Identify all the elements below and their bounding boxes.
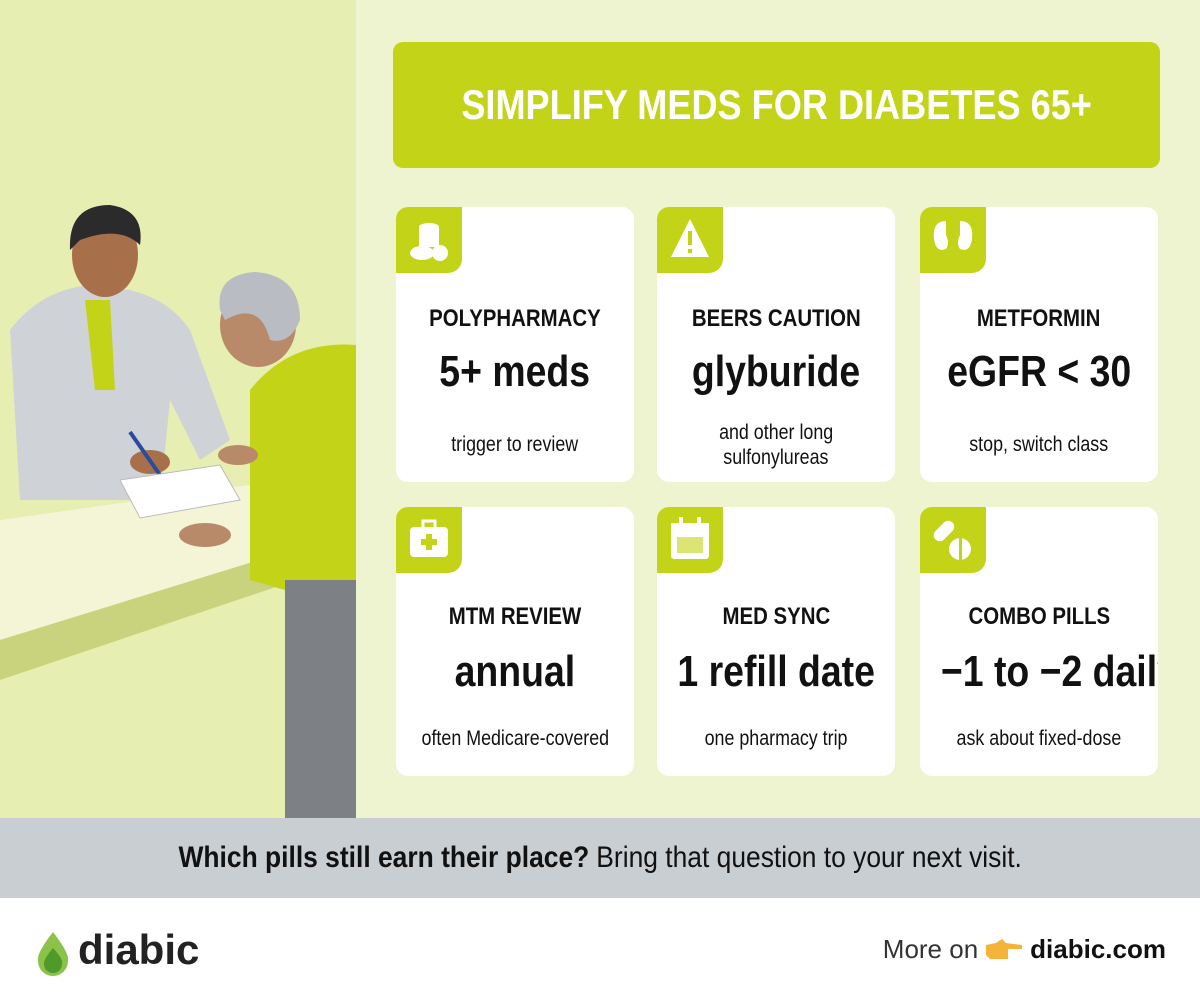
card-note: stop, switch class [920,432,1158,457]
card-value: glyburide [657,347,895,397]
card-note: trigger to review [396,432,634,457]
icon-graphic [671,517,709,559]
form [119,464,241,519]
card: MTM REVIEW annual often Medicare-covered [396,507,634,776]
icon-graphic [671,219,709,257]
more-on-text: More on [882,934,979,964]
pen [128,430,162,477]
card-note: often Medicare-covered [396,726,634,751]
more-on: More on diabic.com [883,934,1166,965]
icon-graphic [933,520,971,560]
card-value: 1 refill date [657,647,895,697]
card: COMBO PILLS −1 to −2 daily ask about fixed… [920,507,1158,776]
card-value-text: 5+ meds [439,347,591,396]
pointing-hand [986,938,1023,959]
card-note-line: trigger to review [451,433,579,456]
card-icon [396,207,462,273]
pharmacist-coat [10,285,230,500]
card-note: ask about fixed-dose [920,726,1158,751]
card-note-line: one pharmacy trip [704,727,848,750]
card: METFORMIN eGFR < 30 stop, switch class [920,207,1158,482]
patient-hair [219,272,300,341]
patient-hand [179,523,231,547]
card-note: one pharmacy trip [657,726,895,751]
card-note-line: sulfonylureas [723,446,829,469]
card-value-text: 1 refill date [677,647,875,696]
card-label: COMBO PILLS [920,603,1158,631]
card-label-text: MTM REVIEW [448,603,582,630]
card-label-text: COMBO PILLS [968,603,1110,630]
card-label: MED SYNC [657,603,895,631]
card-value: 5+ meds [396,347,634,397]
patient-hand [218,445,258,465]
card-icon [920,507,986,573]
illustration-panel [0,0,356,818]
patient-trousers [285,580,356,818]
card-label: POLYPHARMACY [396,305,634,333]
card-label-text: METFORMIN [977,305,1101,332]
card-note-line: ask about fixed-dose [956,727,1122,750]
card-value: eGFR < 30 [920,347,1158,397]
card-value: −1 to −2 daily [920,647,1158,697]
card-note-line: often Medicare-covered [421,727,609,750]
site-link[interactable]: diabic.com [1030,934,1166,964]
card-label: METFORMIN [920,305,1158,333]
card-note-line: and other long [718,421,834,444]
card-value-text: eGFR < 30 [947,347,1131,396]
footer: diabic More on diabic.com [0,898,1200,1000]
logo-drop [37,932,69,976]
illustration [0,205,356,818]
brand: diabic [78,926,200,973]
card-label: MTM REVIEW [396,603,634,631]
card: POLYPHARMACY 5+ meds trigger to review [396,207,634,482]
card-value-text: glyburide [691,347,861,396]
banner-question: Which pills still earn their place? [178,841,590,874]
card-icon [396,507,462,573]
icon-graphic [933,221,973,250]
icon-graphic [410,223,448,261]
card-label-text: POLYPHARMACY [429,305,601,332]
card-value-text: −1 to −2 daily [940,647,1158,696]
card-note: and other long sulfonylureas [657,420,895,470]
title: SIMPLIFY MEDS FOR DIABETES 65+ [461,81,1092,128]
banner: Which pills still earn their place? Bring… [0,818,1200,898]
card: BEERS CAUTION glyburide and other long sulf… [657,207,895,482]
banner-text: Bring that question to your next visit. [596,841,1022,874]
card-note-line: stop, switch class [969,433,1109,456]
card-value: annual [396,647,634,697]
card-label-text: BEERS CAUTION [691,305,861,332]
icon-graphic [410,519,448,557]
card-icon [920,207,986,273]
card: MED SYNC 1 refill date one pharmacy trip [657,507,895,776]
card-icon [657,507,723,573]
card-label-text: MED SYNC [722,603,830,630]
pharmacist-shirt [85,300,115,390]
card-label: BEERS CAUTION [657,305,895,333]
pharmacist-hair [69,205,141,250]
card-icon [657,207,723,273]
card-value-text: annual [454,647,576,696]
title-box: SIMPLIFY MEDS FOR DIABETES 65+ [393,42,1160,168]
